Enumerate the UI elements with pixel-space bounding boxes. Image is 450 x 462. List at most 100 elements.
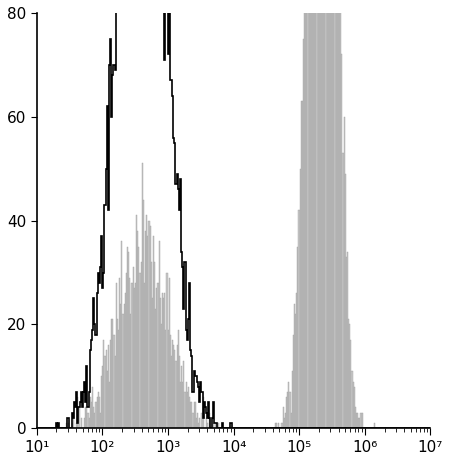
- Bar: [130, 314, 131, 428]
- Bar: [199, 418, 200, 428]
- Bar: [340, 0, 341, 428]
- Bar: [98, 392, 99, 428]
- Bar: [198, 423, 199, 428]
- Bar: [144, 283, 145, 428]
- Bar: [115, 356, 116, 428]
- Bar: [276, 423, 277, 428]
- Bar: [78, 407, 80, 428]
- Bar: [339, 0, 340, 428]
- Bar: [195, 402, 196, 428]
- Bar: [100, 413, 101, 428]
- Bar: [142, 164, 143, 428]
- Bar: [297, 247, 298, 428]
- Bar: [333, 0, 334, 428]
- Bar: [170, 335, 171, 428]
- Bar: [343, 117, 345, 428]
- Bar: [149, 226, 151, 428]
- Bar: [182, 382, 183, 428]
- Bar: [328, 0, 329, 428]
- Bar: [323, 0, 324, 428]
- Bar: [294, 304, 295, 428]
- Bar: [124, 304, 125, 428]
- Bar: [119, 278, 120, 428]
- Bar: [286, 397, 287, 428]
- Bar: [325, 0, 327, 428]
- Bar: [282, 423, 283, 428]
- Bar: [108, 345, 109, 428]
- Bar: [173, 345, 174, 428]
- Bar: [129, 278, 130, 428]
- Bar: [101, 377, 102, 428]
- Bar: [126, 273, 127, 428]
- Bar: [96, 397, 98, 428]
- Bar: [341, 55, 342, 428]
- Bar: [207, 423, 208, 428]
- Bar: [350, 340, 351, 428]
- Bar: [107, 371, 108, 428]
- Bar: [117, 319, 118, 428]
- Bar: [91, 402, 92, 428]
- Bar: [93, 407, 94, 428]
- Bar: [160, 298, 161, 428]
- Bar: [152, 298, 153, 428]
- Bar: [148, 220, 149, 428]
- Bar: [334, 0, 336, 428]
- Bar: [361, 413, 363, 428]
- Bar: [327, 0, 328, 428]
- Bar: [206, 418, 207, 428]
- Bar: [337, 0, 338, 428]
- Bar: [187, 392, 188, 428]
- Bar: [174, 350, 176, 428]
- Bar: [112, 319, 113, 428]
- Bar: [104, 356, 106, 428]
- Bar: [309, 0, 310, 428]
- Bar: [106, 350, 107, 428]
- Bar: [113, 335, 115, 428]
- Bar: [330, 0, 331, 428]
- Bar: [111, 319, 112, 428]
- Bar: [322, 0, 323, 428]
- Bar: [167, 329, 169, 428]
- Bar: [306, 0, 307, 428]
- Bar: [120, 304, 122, 428]
- Bar: [110, 340, 111, 428]
- Bar: [338, 0, 339, 428]
- Bar: [154, 262, 155, 428]
- Bar: [127, 247, 128, 428]
- Bar: [87, 413, 89, 428]
- Bar: [354, 387, 355, 428]
- Bar: [332, 0, 333, 428]
- Bar: [176, 345, 178, 428]
- Bar: [292, 371, 293, 428]
- Bar: [346, 257, 347, 428]
- Bar: [94, 413, 95, 428]
- Bar: [161, 324, 162, 428]
- Bar: [169, 278, 170, 428]
- Bar: [81, 418, 82, 428]
- Bar: [180, 382, 181, 428]
- Bar: [304, 0, 305, 428]
- Bar: [131, 283, 133, 428]
- Bar: [355, 407, 356, 428]
- Bar: [122, 314, 124, 428]
- Bar: [137, 231, 138, 428]
- Bar: [99, 397, 100, 428]
- Bar: [213, 423, 214, 428]
- Bar: [217, 423, 218, 428]
- Bar: [183, 361, 184, 428]
- Bar: [300, 169, 301, 428]
- Bar: [166, 273, 167, 428]
- Bar: [84, 418, 85, 428]
- Bar: [307, 0, 309, 428]
- Bar: [179, 356, 180, 428]
- Bar: [172, 340, 173, 428]
- Bar: [185, 382, 187, 428]
- Bar: [215, 423, 216, 428]
- Bar: [359, 418, 360, 428]
- Bar: [295, 314, 296, 428]
- Bar: [319, 0, 320, 428]
- Bar: [342, 153, 343, 428]
- Bar: [321, 0, 322, 428]
- Bar: [178, 329, 179, 428]
- Bar: [336, 0, 337, 428]
